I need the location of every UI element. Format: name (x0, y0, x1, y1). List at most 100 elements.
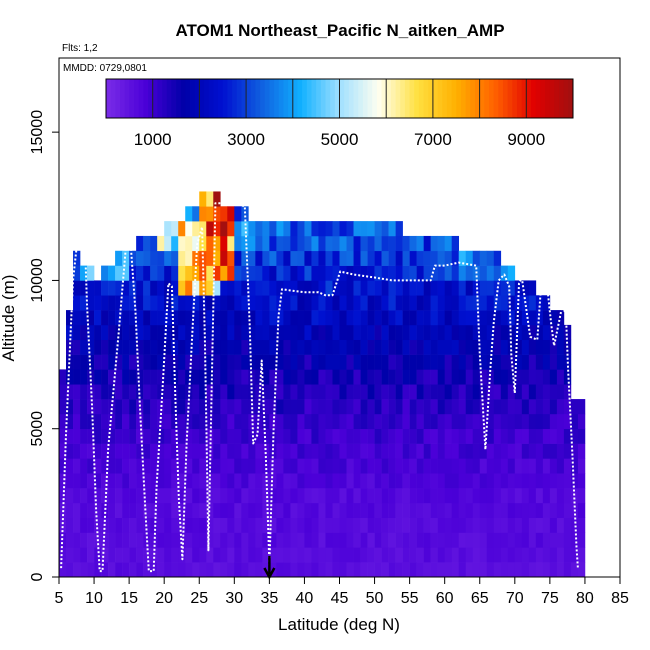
heatmap-cell (514, 473, 523, 489)
heatmap-cell (136, 399, 144, 415)
heatmap-cell (556, 473, 565, 489)
heatmap-cell (185, 339, 193, 355)
colorbar-segment (283, 79, 289, 118)
colorbar-segment (166, 79, 172, 118)
heatmap-cell (185, 295, 193, 311)
heatmap-cell (108, 265, 116, 281)
heatmap-cell (360, 443, 368, 459)
heatmap-cell (311, 250, 319, 266)
heatmap-cell (241, 428, 249, 444)
heatmap-cell (227, 250, 235, 266)
heatmap-cell (402, 532, 410, 548)
colorbar-segment (516, 79, 523, 118)
heatmap-cell (577, 413, 586, 430)
heatmap-cell (353, 369, 361, 385)
colorbar-segment (297, 79, 303, 118)
heatmap-cell (367, 265, 375, 281)
heatmap-cell (528, 310, 537, 326)
heatmap-cell (234, 428, 242, 444)
heatmap-cell (353, 473, 361, 489)
heatmap-cell (346, 428, 354, 444)
heatmap-cell (549, 562, 558, 578)
x-tick-label: 30 (225, 590, 243, 607)
heatmap-cell (374, 428, 382, 444)
heatmap-cell (213, 502, 221, 518)
heatmap-cell (73, 250, 81, 266)
colorbar-segment (348, 79, 354, 118)
colorbar-segment (488, 79, 495, 118)
heatmap-cell (192, 399, 200, 415)
heatmap-cell (570, 562, 579, 578)
heatmap-cell (409, 265, 417, 281)
heatmap-cell (437, 310, 445, 326)
colorbar-segment (493, 79, 499, 118)
heatmap-cell (486, 517, 495, 533)
heatmap-cell (395, 250, 403, 266)
heatmap-cell (430, 280, 438, 296)
heatmap-cell (248, 324, 256, 341)
heatmap-cell (227, 428, 235, 444)
heatmap-cell (542, 324, 551, 341)
heatmap-cell (437, 354, 445, 370)
heatmap-cell (465, 324, 474, 341)
heatmap-cell (227, 369, 235, 385)
heatmap-cell (577, 502, 586, 518)
heatmap-cell (500, 384, 509, 400)
heatmap-cell (514, 384, 523, 400)
heatmap-cell (346, 562, 354, 578)
heatmap-cell (479, 280, 488, 296)
heatmap-cell (311, 280, 319, 296)
heatmap-cell (234, 250, 242, 266)
colorbar-segment (148, 79, 154, 118)
heatmap-cell (115, 280, 123, 296)
heatmap-cell (514, 517, 523, 533)
heatmap-cell (353, 428, 361, 444)
heatmap-cell (549, 310, 558, 326)
heatmap-cell (388, 265, 396, 281)
heatmap-cell (122, 473, 130, 489)
heatmap-cell (241, 413, 249, 430)
heatmap-cell (332, 428, 340, 444)
heatmap-cell (136, 235, 144, 252)
heatmap-cell (374, 354, 382, 370)
heatmap-cell (374, 369, 382, 385)
heatmap-cell (80, 324, 88, 341)
heatmap-cell (570, 458, 579, 474)
heatmap-cell (206, 547, 214, 563)
heatmap-cell (234, 399, 242, 415)
heatmap-cell (262, 399, 270, 415)
heatmap-cell (164, 399, 172, 415)
heatmap-cell (227, 443, 235, 459)
heatmap-cell (430, 399, 438, 415)
y-tick-label: 0 (29, 572, 46, 581)
heatmap-cell (388, 413, 396, 430)
heatmap-cell (234, 488, 242, 504)
heatmap-cell (318, 562, 326, 578)
heatmap-cell (486, 339, 495, 355)
heatmap-cell (409, 295, 417, 311)
heatmap-cell (318, 443, 326, 459)
heatmap-cell (311, 547, 319, 563)
heatmap-cell (367, 473, 375, 489)
heatmap-cell (199, 443, 207, 459)
heatmap-cell (87, 295, 95, 311)
heatmap-cell (290, 428, 298, 444)
heatmap-cell (122, 517, 130, 533)
heatmap-cell (276, 310, 284, 326)
heatmap-cell (108, 369, 116, 385)
heatmap-cell (388, 428, 396, 444)
heatmap-cell (262, 265, 270, 281)
heatmap-cell (122, 428, 130, 444)
heatmap-cell (276, 473, 284, 489)
heatmap-cell (143, 265, 151, 281)
heatmap-cell (178, 562, 186, 578)
heatmap-cell (171, 428, 179, 444)
heatmap-cell (269, 547, 277, 563)
heatmap-cell (325, 547, 333, 563)
heatmap-cell (563, 399, 572, 415)
heatmap-cell (185, 562, 193, 578)
heatmap-cell (108, 399, 116, 415)
heatmap-cell (563, 473, 572, 489)
heatmap-cell (199, 354, 207, 370)
heatmap-cell (374, 250, 382, 266)
